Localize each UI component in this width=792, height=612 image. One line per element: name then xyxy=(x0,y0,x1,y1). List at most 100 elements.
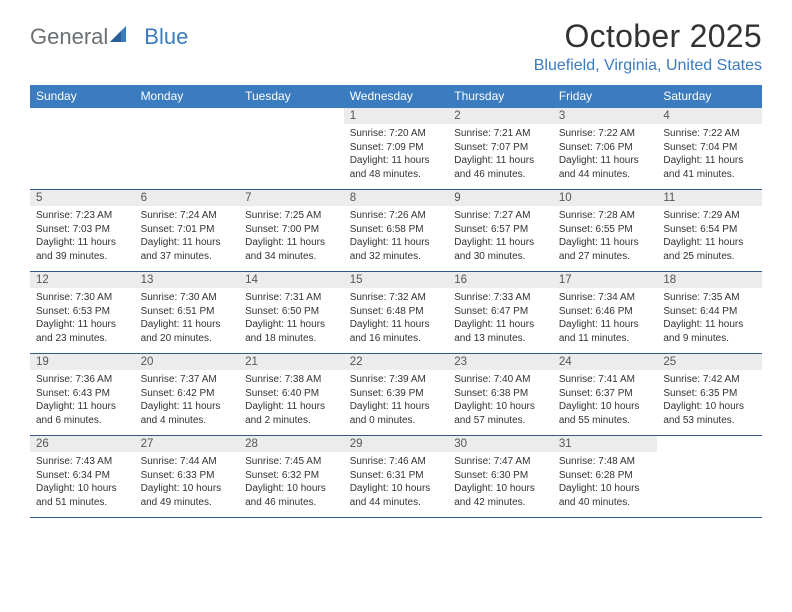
day-body xyxy=(135,124,240,188)
day-body: Sunrise: 7:41 AMSunset: 6:37 PMDaylight:… xyxy=(553,370,658,435)
day-line: Sunrise: 7:22 AM xyxy=(663,127,756,141)
weekday-monday: Monday xyxy=(135,85,240,108)
calendar-day-cell: 1Sunrise: 7:20 AMSunset: 7:09 PMDaylight… xyxy=(344,108,449,190)
day-line: Daylight: 11 hours xyxy=(454,154,547,168)
day-body: Sunrise: 7:28 AMSunset: 6:55 PMDaylight:… xyxy=(553,206,658,271)
day-body: Sunrise: 7:38 AMSunset: 6:40 PMDaylight:… xyxy=(239,370,344,435)
day-line: Sunrise: 7:38 AM xyxy=(245,373,338,387)
title-block: October 2025 Bluefield, Virginia, United… xyxy=(534,18,762,75)
day-line: Daylight: 10 hours xyxy=(454,482,547,496)
calendar-day-cell: 18Sunrise: 7:35 AMSunset: 6:44 PMDayligh… xyxy=(657,272,762,354)
day-line: Sunrise: 7:35 AM xyxy=(663,291,756,305)
day-line: and 9 minutes. xyxy=(663,332,756,346)
day-line: Sunset: 6:37 PM xyxy=(559,387,652,401)
day-line: and 20 minutes. xyxy=(141,332,234,346)
day-line: Sunrise: 7:30 AM xyxy=(141,291,234,305)
day-line: Sunrise: 7:45 AM xyxy=(245,455,338,469)
day-number xyxy=(239,108,344,124)
day-number: 27 xyxy=(135,436,240,452)
day-line: Sunset: 6:53 PM xyxy=(36,305,129,319)
calendar-day-cell: 8Sunrise: 7:26 AMSunset: 6:58 PMDaylight… xyxy=(344,190,449,272)
day-line: Daylight: 11 hours xyxy=(663,236,756,250)
day-line: Daylight: 10 hours xyxy=(454,400,547,414)
day-body: Sunrise: 7:48 AMSunset: 6:28 PMDaylight:… xyxy=(553,452,658,517)
day-line: Sunset: 6:51 PM xyxy=(141,305,234,319)
day-number: 17 xyxy=(553,272,658,288)
calendar-table: Sunday Monday Tuesday Wednesday Thursday… xyxy=(30,85,762,518)
day-number: 18 xyxy=(657,272,762,288)
day-line: Daylight: 11 hours xyxy=(350,236,443,250)
calendar-day-cell: 24Sunrise: 7:41 AMSunset: 6:37 PMDayligh… xyxy=(553,354,658,436)
calendar-day-cell: 11Sunrise: 7:29 AMSunset: 6:54 PMDayligh… xyxy=(657,190,762,272)
day-line: and 41 minutes. xyxy=(663,168,756,182)
weekday-tuesday: Tuesday xyxy=(239,85,344,108)
day-line: and 42 minutes. xyxy=(454,496,547,510)
day-body xyxy=(657,452,762,516)
calendar-weekday-header: Sunday Monday Tuesday Wednesday Thursday… xyxy=(30,85,762,108)
day-line: Daylight: 10 hours xyxy=(245,482,338,496)
day-line: Daylight: 11 hours xyxy=(36,318,129,332)
logo-text-general: General xyxy=(30,24,108,50)
day-line: and 0 minutes. xyxy=(350,414,443,428)
day-line: Sunset: 6:55 PM xyxy=(559,223,652,237)
calendar-week-row: 12Sunrise: 7:30 AMSunset: 6:53 PMDayligh… xyxy=(30,272,762,354)
day-body: Sunrise: 7:40 AMSunset: 6:38 PMDaylight:… xyxy=(448,370,553,435)
calendar-day-cell: 12Sunrise: 7:30 AMSunset: 6:53 PMDayligh… xyxy=(30,272,135,354)
day-body: Sunrise: 7:43 AMSunset: 6:34 PMDaylight:… xyxy=(30,452,135,517)
day-line: Daylight: 10 hours xyxy=(350,482,443,496)
day-number: 12 xyxy=(30,272,135,288)
day-number: 14 xyxy=(239,272,344,288)
day-line: and 32 minutes. xyxy=(350,250,443,264)
day-line: Daylight: 11 hours xyxy=(350,318,443,332)
day-line: Daylight: 11 hours xyxy=(36,400,129,414)
day-line: Sunset: 6:58 PM xyxy=(350,223,443,237)
day-line: Sunrise: 7:39 AM xyxy=(350,373,443,387)
day-number: 22 xyxy=(344,354,449,370)
day-body: Sunrise: 7:21 AMSunset: 7:07 PMDaylight:… xyxy=(448,124,553,189)
calendar-day-cell: 2Sunrise: 7:21 AMSunset: 7:07 PMDaylight… xyxy=(448,108,553,190)
day-body: Sunrise: 7:46 AMSunset: 6:31 PMDaylight:… xyxy=(344,452,449,517)
day-number: 6 xyxy=(135,190,240,206)
day-line: Sunrise: 7:27 AM xyxy=(454,209,547,223)
day-line: Sunset: 7:03 PM xyxy=(36,223,129,237)
day-line: Sunset: 6:43 PM xyxy=(36,387,129,401)
day-line: and 34 minutes. xyxy=(245,250,338,264)
day-line: Sunset: 6:42 PM xyxy=(141,387,234,401)
day-number: 1 xyxy=(344,108,449,124)
day-line: and 25 minutes. xyxy=(663,250,756,264)
day-number: 28 xyxy=(239,436,344,452)
day-line: Sunset: 7:06 PM xyxy=(559,141,652,155)
calendar-day-cell: 30Sunrise: 7:47 AMSunset: 6:30 PMDayligh… xyxy=(448,436,553,518)
day-line: Daylight: 11 hours xyxy=(245,318,338,332)
day-line: Sunset: 6:34 PM xyxy=(36,469,129,483)
day-line: Sunrise: 7:30 AM xyxy=(36,291,129,305)
day-line: and 18 minutes. xyxy=(245,332,338,346)
day-line: and 57 minutes. xyxy=(454,414,547,428)
day-number: 20 xyxy=(135,354,240,370)
day-line: Daylight: 11 hours xyxy=(141,400,234,414)
day-line: Sunset: 7:01 PM xyxy=(141,223,234,237)
day-number: 30 xyxy=(448,436,553,452)
day-body: Sunrise: 7:34 AMSunset: 6:46 PMDaylight:… xyxy=(553,288,658,353)
day-line: Daylight: 11 hours xyxy=(559,318,652,332)
calendar-day-cell: 17Sunrise: 7:34 AMSunset: 6:46 PMDayligh… xyxy=(553,272,658,354)
calendar-day-cell: 21Sunrise: 7:38 AMSunset: 6:40 PMDayligh… xyxy=(239,354,344,436)
day-line: Sunrise: 7:26 AM xyxy=(350,209,443,223)
day-line: Daylight: 10 hours xyxy=(141,482,234,496)
day-number: 11 xyxy=(657,190,762,206)
calendar-day-cell xyxy=(657,436,762,518)
day-body: Sunrise: 7:39 AMSunset: 6:39 PMDaylight:… xyxy=(344,370,449,435)
day-line: Sunset: 7:07 PM xyxy=(454,141,547,155)
calendar-day-cell: 27Sunrise: 7:44 AMSunset: 6:33 PMDayligh… xyxy=(135,436,240,518)
day-body: Sunrise: 7:30 AMSunset: 6:53 PMDaylight:… xyxy=(30,288,135,353)
day-body: Sunrise: 7:44 AMSunset: 6:33 PMDaylight:… xyxy=(135,452,240,517)
day-line: Sunset: 6:30 PM xyxy=(454,469,547,483)
day-line: Sunrise: 7:23 AM xyxy=(36,209,129,223)
calendar-week-row: 5Sunrise: 7:23 AMSunset: 7:03 PMDaylight… xyxy=(30,190,762,272)
calendar-day-cell: 31Sunrise: 7:48 AMSunset: 6:28 PMDayligh… xyxy=(553,436,658,518)
calendar-week-row: 19Sunrise: 7:36 AMSunset: 6:43 PMDayligh… xyxy=(30,354,762,436)
day-line: and 6 minutes. xyxy=(36,414,129,428)
calendar-week-row: 26Sunrise: 7:43 AMSunset: 6:34 PMDayligh… xyxy=(30,436,762,518)
day-line: Sunset: 6:31 PM xyxy=(350,469,443,483)
month-title: October 2025 xyxy=(534,18,762,55)
